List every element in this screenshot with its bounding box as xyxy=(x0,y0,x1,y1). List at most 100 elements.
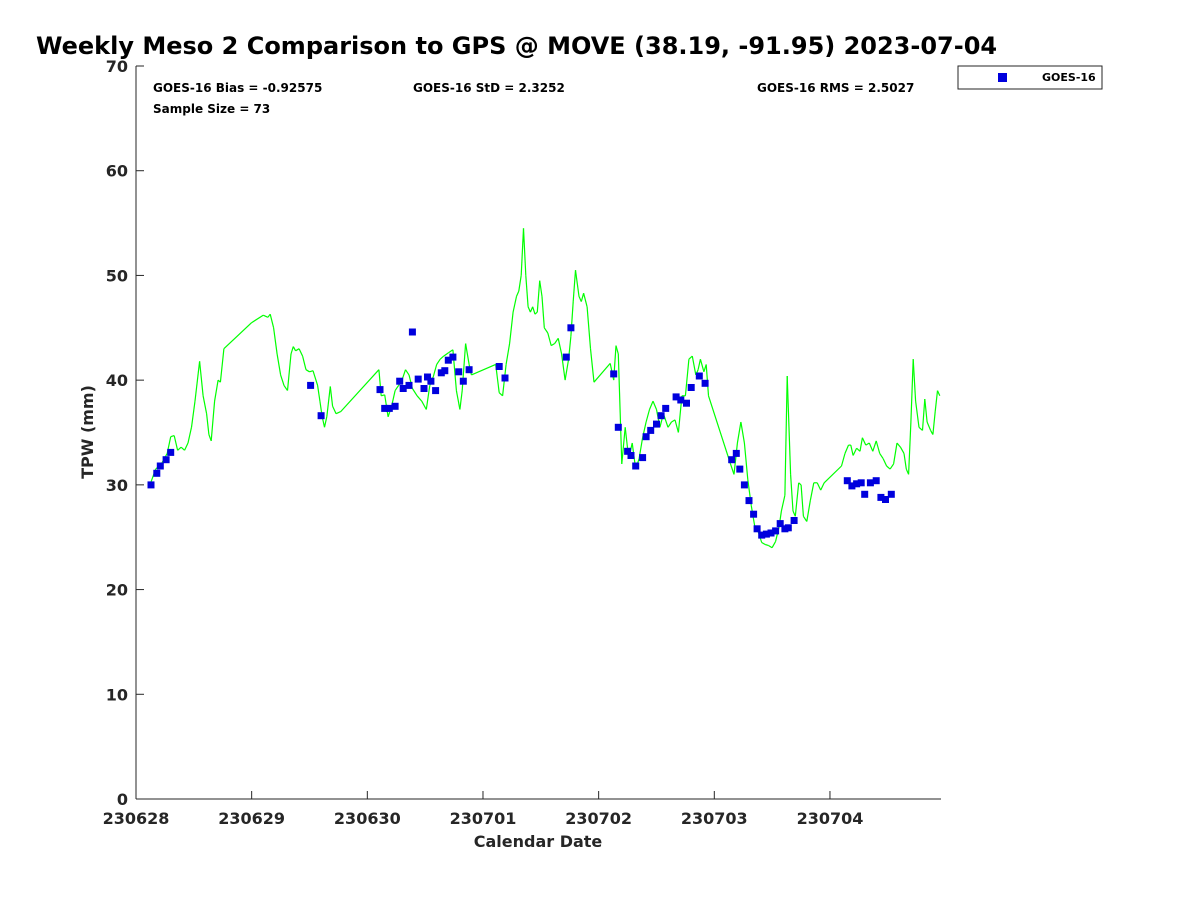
gps-line-segment xyxy=(934,390,939,412)
gps-line-segment xyxy=(290,346,294,355)
goes16-point xyxy=(877,493,885,501)
x-tick-label: 230630 xyxy=(334,809,401,828)
gps-line-segment xyxy=(312,370,319,386)
gps-line-segment xyxy=(210,401,216,441)
gps-line-segment xyxy=(471,363,496,376)
y-tick-label: 70 xyxy=(106,57,128,76)
goes16-point xyxy=(307,381,315,389)
goes16-point xyxy=(848,482,856,490)
goes16-point xyxy=(861,490,869,498)
chart-title: Weekly Meso 2 Comparison to GPS @ MOVE (… xyxy=(36,32,997,60)
goes16-point xyxy=(632,462,640,470)
gps-line-segment xyxy=(574,270,580,297)
sample-size-stat: Sample Size = 73 xyxy=(153,102,270,116)
gps-line-segment xyxy=(771,541,777,548)
gps-line-segment xyxy=(518,275,522,292)
goes16-point xyxy=(657,412,665,420)
goes16-point xyxy=(701,379,709,387)
gps-line-segment xyxy=(652,400,658,410)
gps-line-segment xyxy=(733,442,738,475)
goes16-point xyxy=(772,527,780,535)
gps-line-segment xyxy=(850,444,854,456)
gps-line-segment xyxy=(177,446,182,451)
x-tick-label: 230704 xyxy=(797,809,864,828)
gps-line-segment xyxy=(780,495,786,512)
gps-line-segment xyxy=(790,474,794,512)
gps-line-segment xyxy=(194,361,201,402)
gps-line-segment xyxy=(332,406,337,414)
gps-line-segment xyxy=(525,275,529,307)
gps-line-segment xyxy=(820,482,825,491)
gps-line-segment xyxy=(286,353,292,391)
goes16-point xyxy=(562,353,570,361)
gps-line-segment xyxy=(455,390,461,410)
gps-line-segment xyxy=(443,352,449,357)
gps-line-segment xyxy=(583,293,588,307)
gps-line-segment xyxy=(509,312,514,344)
gps-line-segment xyxy=(251,314,264,324)
legend-marker xyxy=(998,73,1007,82)
goes16-point xyxy=(647,426,655,434)
gps-line-segment xyxy=(292,346,297,352)
gps-line-segment xyxy=(921,398,926,431)
goes16-point xyxy=(776,520,784,528)
gps-line-segment xyxy=(309,370,314,373)
gps-line-segment xyxy=(439,355,445,360)
gps-line-segment xyxy=(691,355,697,376)
gps-line-segment xyxy=(872,440,877,452)
gps-line-segment xyxy=(561,353,566,381)
gps-line-segment xyxy=(615,345,619,355)
gps-line-segment xyxy=(554,337,559,344)
gps-line-segment xyxy=(317,385,321,402)
x-ticks: 230628 230629 230630 230701 230702 230703 2307… xyxy=(103,791,864,828)
gps-line-segment xyxy=(190,401,196,428)
gps-line-segment xyxy=(856,447,861,452)
goes16-point xyxy=(459,377,467,385)
gps-line-segment xyxy=(223,322,253,350)
x-tick-label: 230628 xyxy=(103,809,170,828)
goes16-point xyxy=(381,404,389,412)
goes16-point xyxy=(424,373,431,381)
legend: GOES-16 xyxy=(957,65,1103,90)
gps-line-segment xyxy=(269,314,275,328)
gps-line-segment xyxy=(326,386,331,417)
gps-line-segment xyxy=(697,359,701,370)
gps-line-segment xyxy=(688,355,693,360)
gps-line-segment xyxy=(896,442,901,448)
gps-line-segment xyxy=(707,395,732,465)
goes16-point xyxy=(728,456,736,464)
goes16-point xyxy=(449,353,457,361)
gps-line-segment xyxy=(859,437,863,452)
goes16-point xyxy=(610,370,618,378)
gps-line-segment xyxy=(405,369,410,376)
y-tick-label: 60 xyxy=(106,162,128,181)
gps-line-segment xyxy=(557,338,563,355)
gps-line-segment xyxy=(852,447,858,456)
y-tick-label: 10 xyxy=(106,685,128,704)
gps-line-segment xyxy=(335,411,341,415)
gps-line-segment xyxy=(302,355,307,370)
goes16-point xyxy=(147,481,155,489)
gps-line-segment xyxy=(674,419,679,433)
goes16-point xyxy=(857,479,865,487)
gps-line-segment xyxy=(879,453,884,460)
gps-line-segment xyxy=(910,359,914,423)
x-tick-label: 230702 xyxy=(565,809,632,828)
goes16-point xyxy=(167,448,175,456)
goes16-point xyxy=(639,454,647,462)
gps-line-segment xyxy=(323,416,328,428)
y-tick-label: 0 xyxy=(117,790,128,809)
gps-line-segment xyxy=(432,364,438,378)
gps-line-segment xyxy=(765,543,769,547)
gps-line-segment xyxy=(498,392,504,397)
gps-line-segment xyxy=(840,453,846,467)
gps-line-segment xyxy=(170,435,175,438)
goes16-point xyxy=(162,456,170,464)
plot-area xyxy=(136,66,941,799)
gps-line-segment xyxy=(572,270,577,302)
gps-line-segment xyxy=(621,427,626,464)
gps-line-segment xyxy=(593,363,611,383)
gps-line-segment xyxy=(522,228,527,276)
gps-line-segment xyxy=(411,388,418,397)
